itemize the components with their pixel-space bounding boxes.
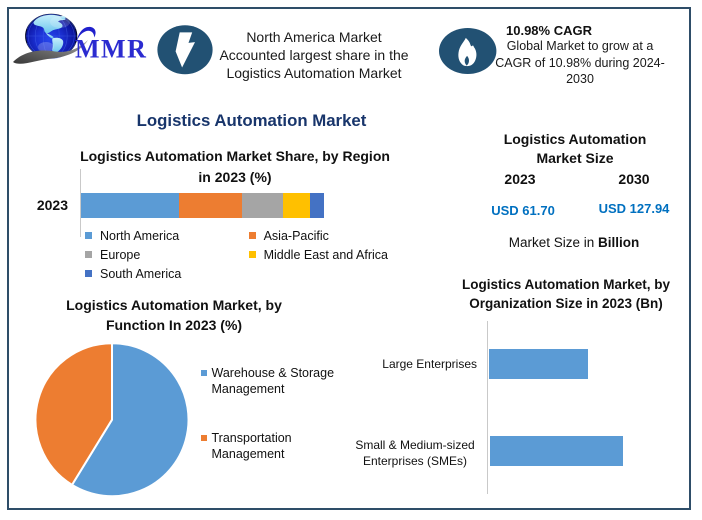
svg-text:MMR: MMR — [75, 35, 147, 64]
